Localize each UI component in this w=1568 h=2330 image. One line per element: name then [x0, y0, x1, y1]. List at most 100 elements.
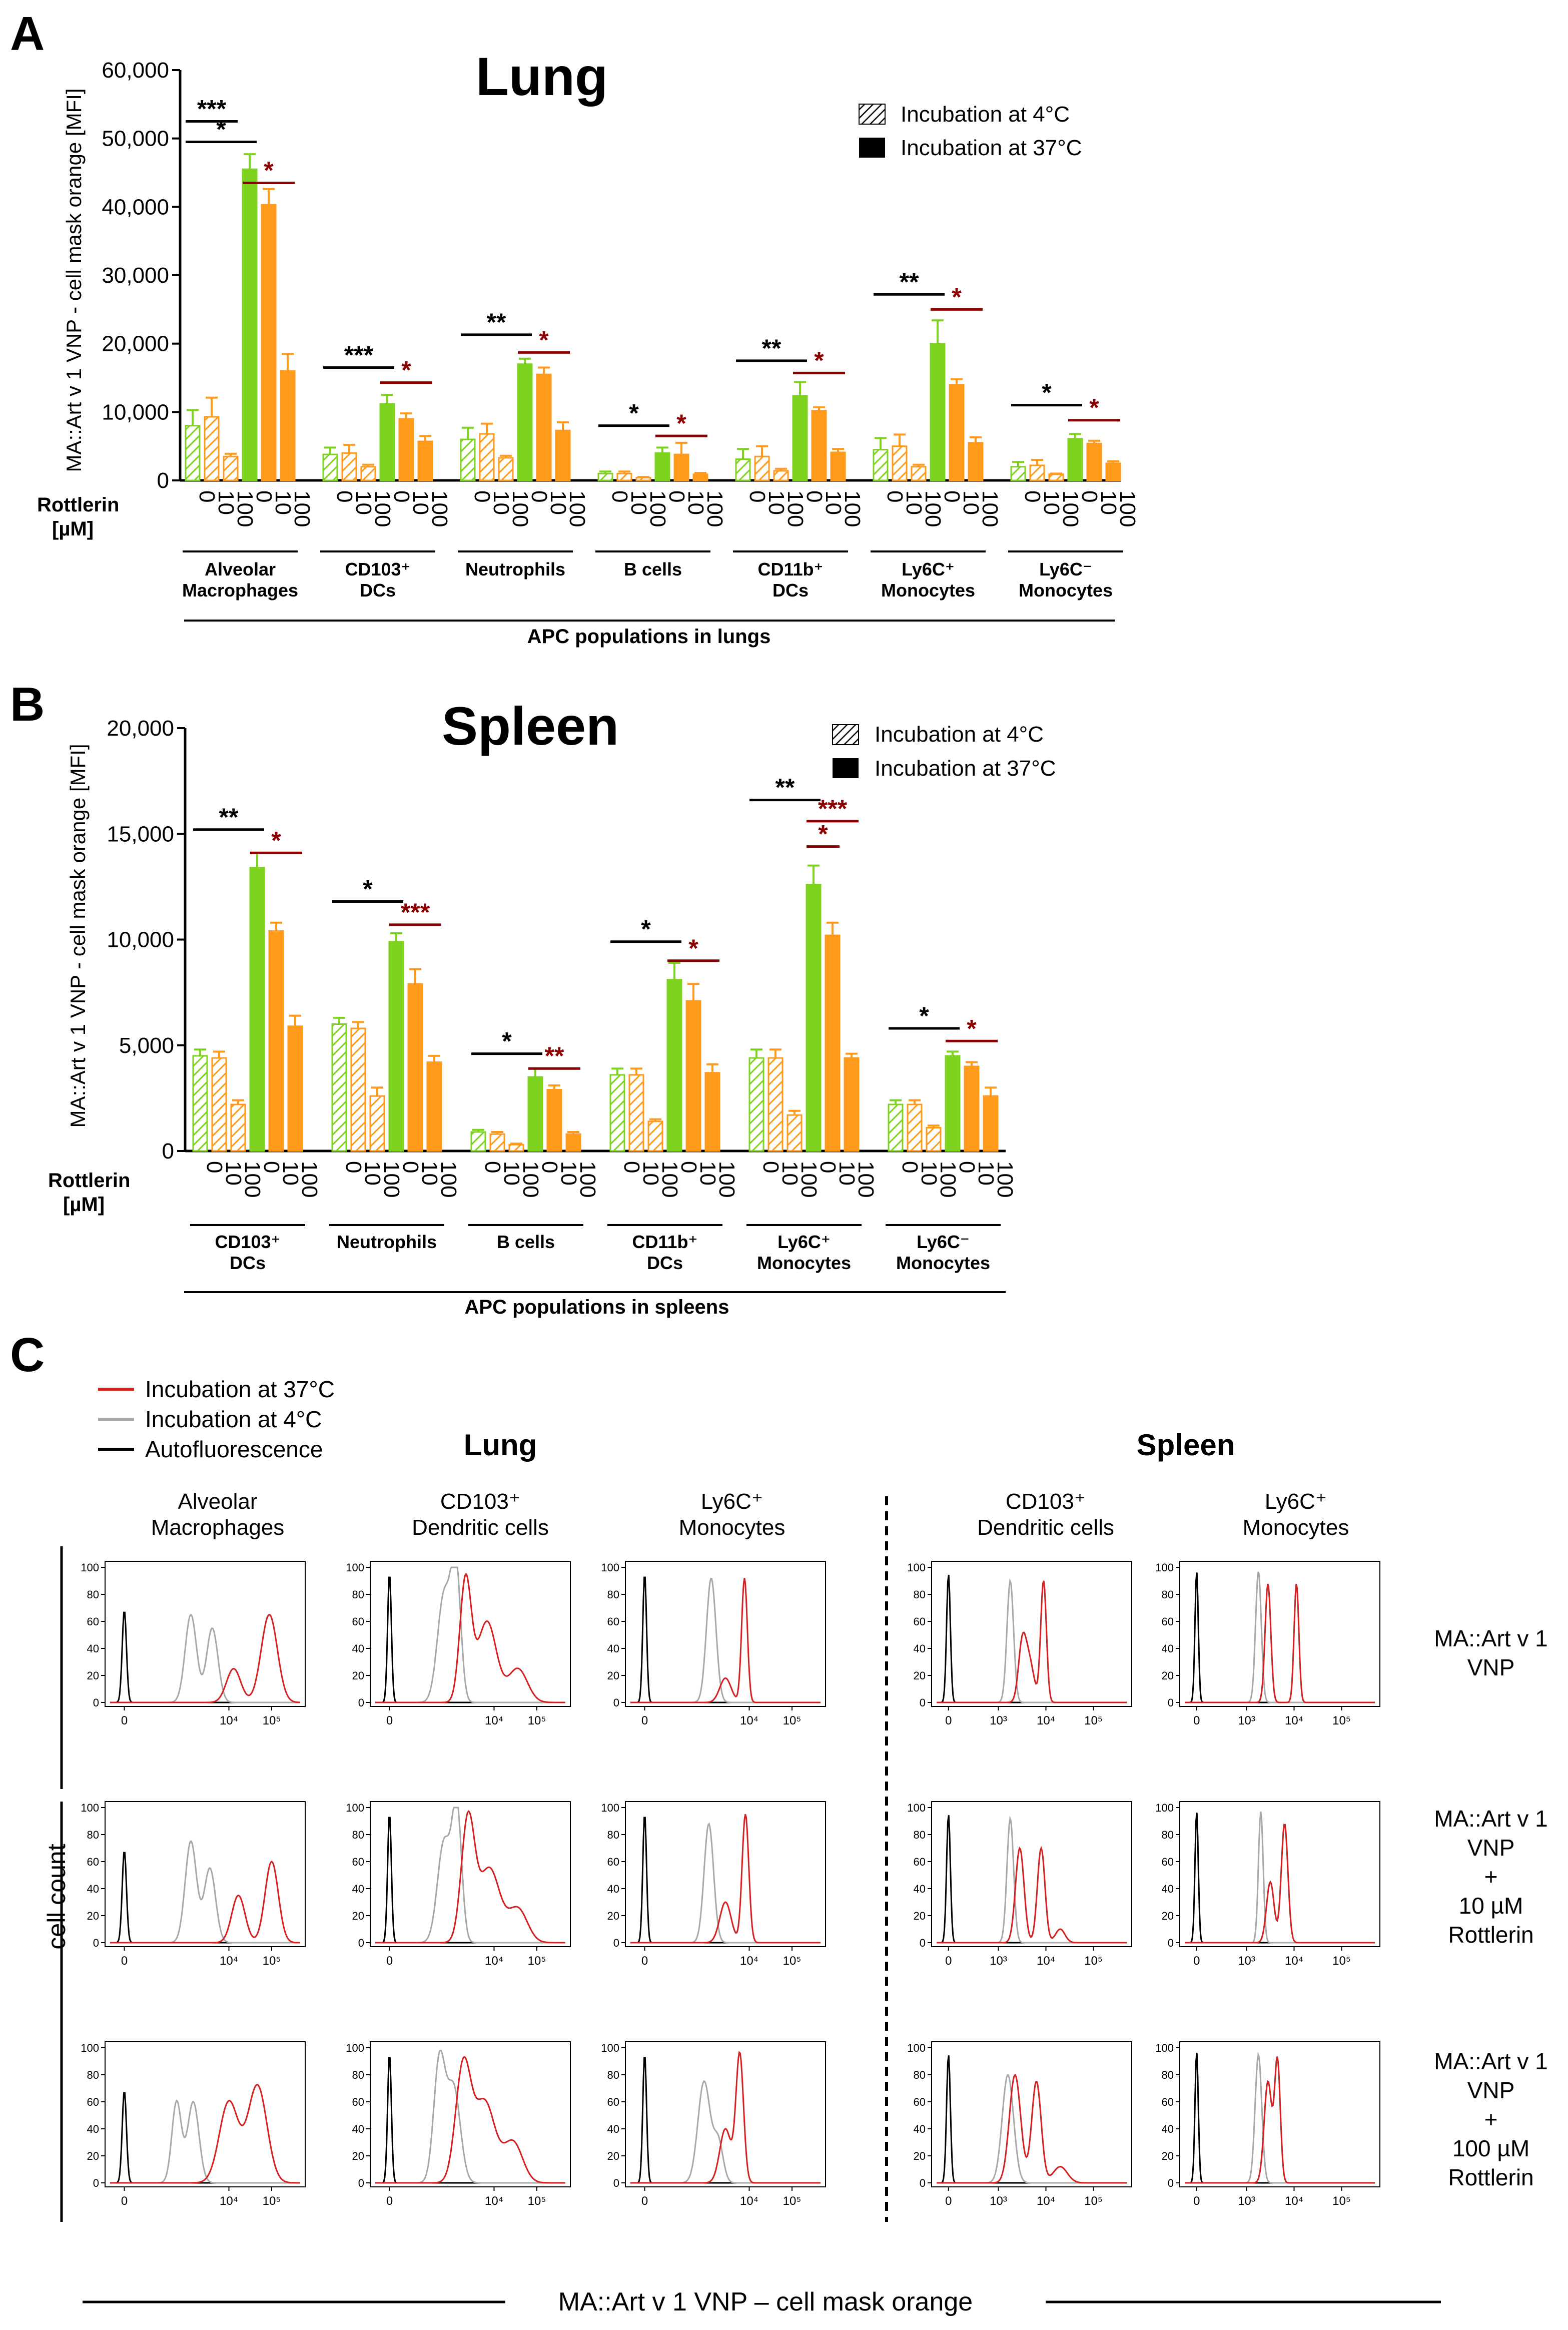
y-tick-label: 60 [87, 2096, 99, 2108]
concentration-label: 100 [370, 490, 395, 527]
y-tick-label: 100 [346, 1802, 364, 1814]
concentration-label: 100 [1115, 490, 1140, 527]
group-label: CD11b⁺ [632, 1232, 697, 1252]
y-tick-label: 50,000 [102, 127, 169, 151]
group-label: Neutrophils [337, 1232, 437, 1252]
bar [926, 1127, 942, 1152]
bar [748, 1057, 764, 1152]
bar [536, 373, 552, 481]
y-tick-label: 0 [1168, 1937, 1174, 1949]
concentration-label: 10 [417, 1161, 442, 1186]
rottlerin-unit-a: [µM] [52, 518, 94, 540]
bar [892, 445, 908, 481]
y-tick-label: 80 [352, 2069, 364, 2081]
y-tick-label: 60 [1162, 1615, 1174, 1628]
bar [1010, 466, 1026, 481]
x-tick-label: 10⁴ [1285, 1954, 1303, 1968]
y-tick-label: 60 [1162, 2096, 1174, 2108]
concentration-label: 10 [626, 490, 651, 515]
concentration-label: 10 [278, 1161, 303, 1186]
rottlerin-label-b: Rottlerin [48, 1170, 130, 1192]
histogram-frame [370, 2041, 571, 2187]
panel-b-spleen-bar-chart: Spleen MA::Art v 1 VNP - cell mask orang… [48, 696, 1056, 1318]
group-label: Monocytes [881, 580, 975, 601]
bar [1029, 464, 1045, 481]
column-label: CD103⁺ [1006, 1489, 1086, 1514]
significance-stars: ** [762, 334, 781, 362]
y-tick-label: 40 [352, 1642, 364, 1655]
x-tick-label: 10⁵ [1332, 2194, 1351, 2208]
bar [635, 477, 651, 481]
legend-label-4c-c: Incubation at 4°C [145, 1406, 322, 1432]
bar [692, 473, 708, 481]
y-tick-label: 0 [157, 468, 169, 493]
concentration-label: 10 [764, 490, 789, 515]
y-tick-label: 20 [87, 1910, 99, 1922]
y-tick-label: 40 [914, 2123, 926, 2135]
bar [964, 1065, 980, 1152]
concentration-label: 10 [777, 1161, 802, 1186]
bar [930, 343, 946, 481]
y-tick-label: 100 [1155, 1802, 1174, 1814]
x-tick-label: 10⁴ [740, 1954, 758, 1968]
concentration-label: 10 [499, 1161, 524, 1186]
y-tick-label: 40 [87, 1883, 99, 1895]
significance-stars: ** [775, 774, 795, 802]
y-axis-label-c: cell count [43, 1844, 71, 1949]
bar [754, 455, 770, 481]
y-tick-label: 100 [601, 1802, 619, 1814]
legend-swatch-37c-a [859, 138, 885, 158]
y-axis-label-a: MA::Art v 1 VNP - cell mask orange [MFI] [62, 88, 86, 472]
y-tick-label: 80 [607, 1829, 619, 1841]
y-tick-label: 20 [607, 1910, 619, 1922]
group-label: DCs [360, 580, 396, 601]
concentration-label: 100 [518, 1161, 543, 1198]
histogram-trace-red [1185, 1583, 1375, 1703]
x-tick-label: 10⁵ [528, 1954, 546, 1968]
bar [498, 457, 514, 481]
y-tick-label: 0 [920, 1696, 926, 1709]
bar [398, 418, 414, 481]
concentration-label: 100 [290, 490, 314, 527]
concentration-label: 100 [797, 1161, 821, 1198]
bar [479, 433, 495, 481]
histogram-cell: 0 20 40 60 80 100 0 10³ 10⁴ 10⁵ [907, 2041, 1132, 2208]
group-label: B cells [624, 559, 682, 579]
histogram-trace-red [110, 1613, 301, 1703]
group-label: CD11b⁺ [757, 559, 823, 579]
y-tick-label: 80 [914, 1588, 926, 1601]
section-label-spleens: APC populations in spleens [465, 1296, 729, 1318]
concentration-label: 0 [527, 490, 551, 502]
y-tick-label: 20 [87, 1669, 99, 1682]
histogram-trace-red [375, 1572, 565, 1703]
y-tick-label: 40 [352, 1883, 364, 1895]
bar [204, 416, 220, 481]
bar [369, 1095, 385, 1152]
bar [242, 168, 258, 481]
bar [287, 1025, 303, 1152]
y-tick-label: 20 [914, 1910, 926, 1922]
y-tick-label: 80 [914, 2069, 926, 2081]
concentration-label: 10 [917, 1161, 941, 1186]
bar [983, 1095, 999, 1152]
bar [350, 1027, 366, 1152]
y-tick-label: 0 [93, 2177, 99, 2189]
bar [489, 1133, 505, 1152]
significance-stars: *** [344, 341, 374, 369]
x-tick-label: 10⁴ [220, 1954, 238, 1968]
group-label: Monocytes [896, 1253, 990, 1273]
bar [341, 452, 357, 481]
concentration-label: 10 [360, 1161, 385, 1186]
legend-label-37c-b: Incubation at 37°C [875, 756, 1056, 781]
concentration-label: 100 [978, 490, 1002, 527]
y-tick-label: 0 [93, 1696, 99, 1709]
concentration-label: 0 [955, 1161, 979, 1173]
histogram-frame [105, 1561, 306, 1707]
bar [460, 438, 476, 481]
bar [546, 1088, 562, 1152]
bar [704, 1072, 720, 1152]
group-label: DCs [647, 1253, 683, 1273]
bar [616, 472, 632, 481]
y-tick-label: 40 [914, 1642, 926, 1655]
bar [792, 395, 808, 481]
